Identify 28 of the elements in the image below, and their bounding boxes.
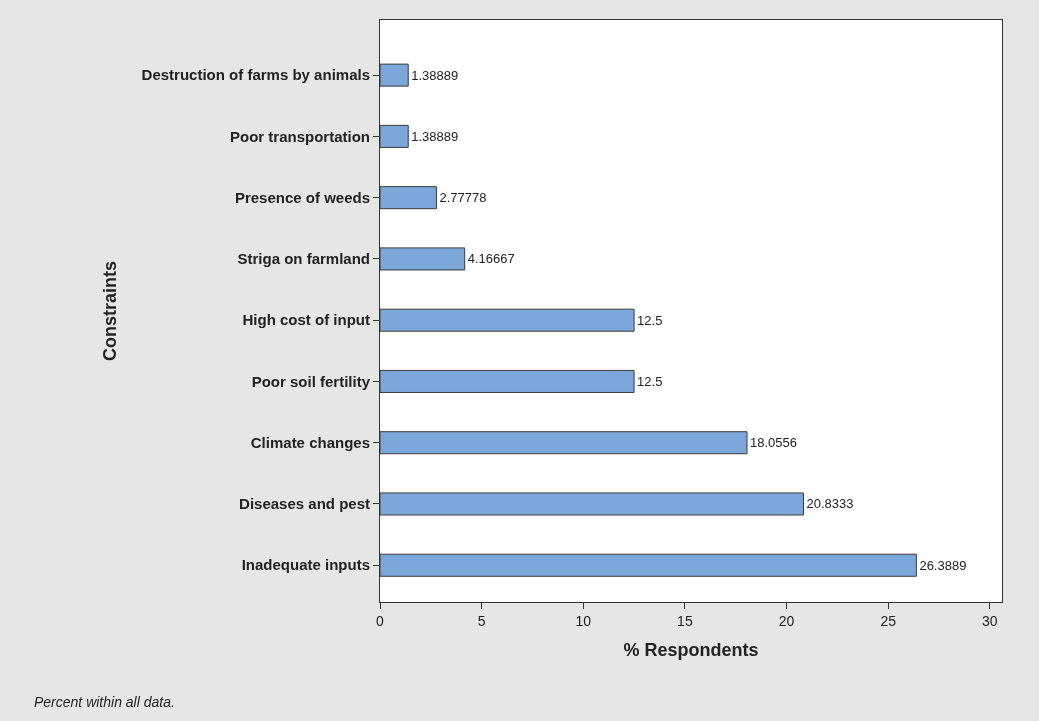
x-tick-label: 5 xyxy=(477,612,486,629)
data-label: 4.16667 xyxy=(467,251,515,267)
y-axis-title: Constraints xyxy=(99,260,120,362)
data-label: 12.5 xyxy=(637,373,663,389)
y-tick-label: High cost of input xyxy=(242,311,370,329)
y-tick-label: Destruction of farms by animals xyxy=(141,66,370,84)
y-tick-label: Diseases and pest xyxy=(239,495,370,513)
data-label: 2.77778 xyxy=(439,190,487,206)
y-tick-label: Inadequate inputs xyxy=(241,556,370,574)
x-tick-label: 25 xyxy=(880,612,897,629)
x-tick-label: 10 xyxy=(575,612,592,629)
data-label: 12.5 xyxy=(637,312,663,328)
y-tick-label: Striga on farmland xyxy=(237,250,370,268)
data-label: 18.0556 xyxy=(750,435,798,451)
x-axis-title: % Respondents xyxy=(623,639,759,660)
data-label: 1.38889 xyxy=(411,67,459,83)
x-tick-label: 20 xyxy=(778,612,795,629)
data-label: 26.3889 xyxy=(919,557,967,573)
x-tick-label: 30 xyxy=(982,612,998,629)
y-tick-label: Climate changes xyxy=(250,433,370,451)
data-label: 20.8333 xyxy=(806,496,854,512)
x-tick-label: 0 xyxy=(376,612,385,629)
y-tick-label: Presence of weeds xyxy=(234,188,370,206)
y-tick-label: Poor transportation xyxy=(229,127,370,145)
data-label: 1.38889 xyxy=(411,128,459,144)
y-tick-label: Poor soil fertility xyxy=(251,372,371,390)
x-tick-label: 15 xyxy=(677,612,693,629)
text: Percent within all data. xyxy=(34,694,175,710)
